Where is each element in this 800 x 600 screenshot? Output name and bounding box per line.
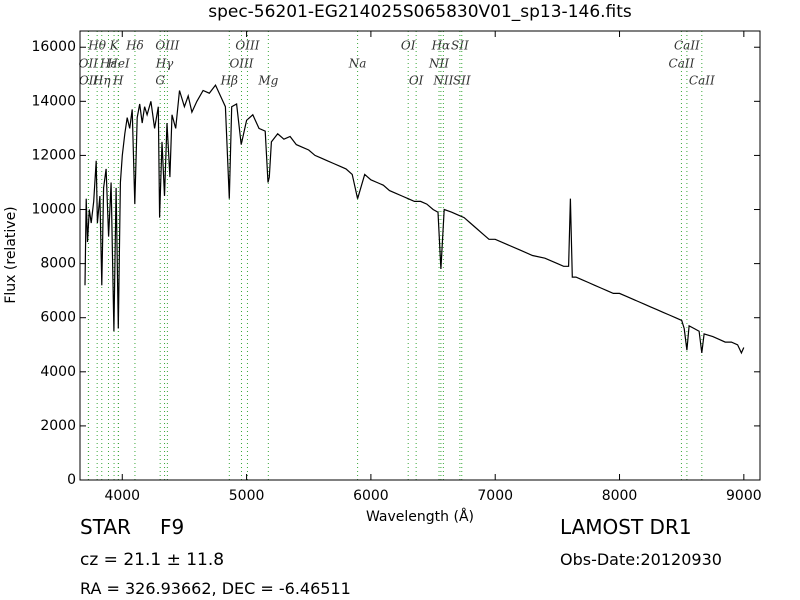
- y-tick-label: 6000: [40, 310, 76, 326]
- y-tick-label: 16000: [31, 39, 76, 55]
- spectral-line-label: Hη: [92, 74, 111, 88]
- spectral-line-label: SII: [451, 39, 469, 53]
- x-axis-label: Wavelength (Å): [366, 508, 474, 525]
- y-tick-label: 8000: [40, 256, 76, 272]
- y-tick-label: 2000: [40, 418, 76, 434]
- plot-frame: [79, 30, 761, 481]
- chart-title: spec-56201-EG214025S065830V01_sp13-146.f…: [208, 2, 632, 22]
- x-tick-label: 7000: [477, 488, 513, 504]
- spectral-line-label: SII: [453, 74, 471, 88]
- survey: LAMOST DR1: [560, 515, 692, 539]
- spectral-line-label: CaII: [689, 74, 715, 88]
- x-tick-label: 9000: [726, 488, 762, 504]
- spectral-line-label: H: [112, 74, 124, 88]
- spectral-line-label: Hγ: [155, 57, 174, 71]
- x-tick-label: 6000: [353, 488, 389, 504]
- spectral-line-label: CaII: [669, 57, 695, 71]
- coordinates: RA = 326.93662, DEC = -6.46511: [80, 579, 351, 598]
- spectral-line-label: OIII: [229, 57, 253, 71]
- spectral-line-label: Hε: [99, 57, 117, 71]
- spectral-line-label: OIII: [155, 39, 179, 53]
- object-subclass: F9: [160, 515, 184, 539]
- redshift: cz = 21.1 ± 11.8: [80, 550, 224, 570]
- spectral-line-label: Mg: [257, 74, 278, 88]
- y-tick-label: 10000: [31, 202, 76, 218]
- spectral-line-label: Hβ: [220, 74, 238, 88]
- spectral-line-label: G: [155, 74, 165, 88]
- spectral-line-label: Hθ: [87, 39, 106, 53]
- spectral-line-label: OI: [401, 39, 416, 53]
- spectral-line-label: NII: [428, 57, 449, 71]
- spectral-line-label: NII: [432, 74, 453, 88]
- spectral-line-label: Hδ: [125, 39, 144, 53]
- y-tick-label: 0: [67, 472, 76, 488]
- spectral-line-label: Na: [348, 57, 367, 71]
- spectral-line-label: OII: [79, 74, 99, 88]
- x-tick-label: 8000: [602, 488, 638, 504]
- spectrum-line: [84, 83, 745, 355]
- y-tick-label: 4000: [40, 364, 76, 380]
- object-class: STAR: [80, 515, 131, 539]
- x-tick-label: 5000: [229, 488, 265, 504]
- x-tick-label: 4000: [104, 488, 140, 504]
- spectral-line-label: CaII: [674, 39, 700, 53]
- spectral-line-label: Hα: [431, 39, 451, 53]
- obs-date: Obs-Date:20120930: [560, 550, 722, 569]
- y-tick-label: 12000: [31, 147, 76, 163]
- spectral-line-label: OIII: [235, 39, 259, 53]
- y-axis-label: Flux (relative): [3, 206, 19, 303]
- spectral-line-label: OI: [409, 74, 424, 88]
- spectral-line-label: K: [109, 39, 120, 53]
- y-tick-label: 14000: [31, 93, 76, 109]
